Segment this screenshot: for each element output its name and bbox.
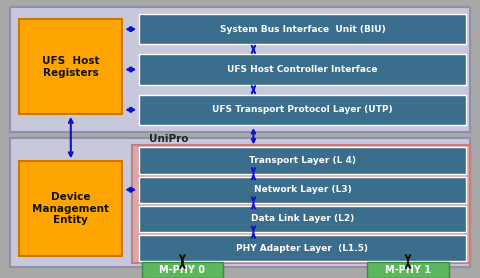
Bar [139, 95, 466, 125]
Text: Transport Layer (L 4): Transport Layer (L 4) [249, 156, 356, 165]
Bar [139, 235, 466, 261]
Bar [139, 54, 466, 85]
Bar [139, 14, 466, 44]
Text: M-PHY 0: M-PHY 0 [159, 265, 205, 275]
Text: System Bus Interface  Unit (BIU): System Bus Interface Unit (BIU) [219, 25, 385, 34]
Bar [19, 19, 122, 114]
Bar [139, 177, 466, 203]
Text: Network Layer (L3): Network Layer (L3) [253, 185, 351, 194]
Bar [139, 206, 466, 232]
Text: UFS Host Controller Interface: UFS Host Controller Interface [227, 65, 378, 74]
Bar [132, 145, 470, 263]
Text: PHY Adapter Layer  (L1.5): PHY Adapter Layer (L1.5) [236, 244, 369, 253]
Bar [19, 161, 122, 256]
Bar [139, 147, 466, 174]
Bar [10, 7, 470, 132]
Text: M-PHY 1: M-PHY 1 [385, 265, 431, 275]
Bar [142, 262, 223, 278]
Text: UFS Transport Protocol Layer (UTP): UFS Transport Protocol Layer (UTP) [212, 105, 393, 114]
Text: UniPro: UniPro [149, 134, 188, 144]
Bar [367, 262, 449, 278]
Bar [10, 138, 470, 267]
Text: Device
Management
Entity: Device Management Entity [32, 192, 109, 225]
Text: UFS  Host
Registers: UFS Host Registers [42, 56, 99, 78]
Text: Data Link Layer (L2): Data Link Layer (L2) [251, 214, 354, 224]
